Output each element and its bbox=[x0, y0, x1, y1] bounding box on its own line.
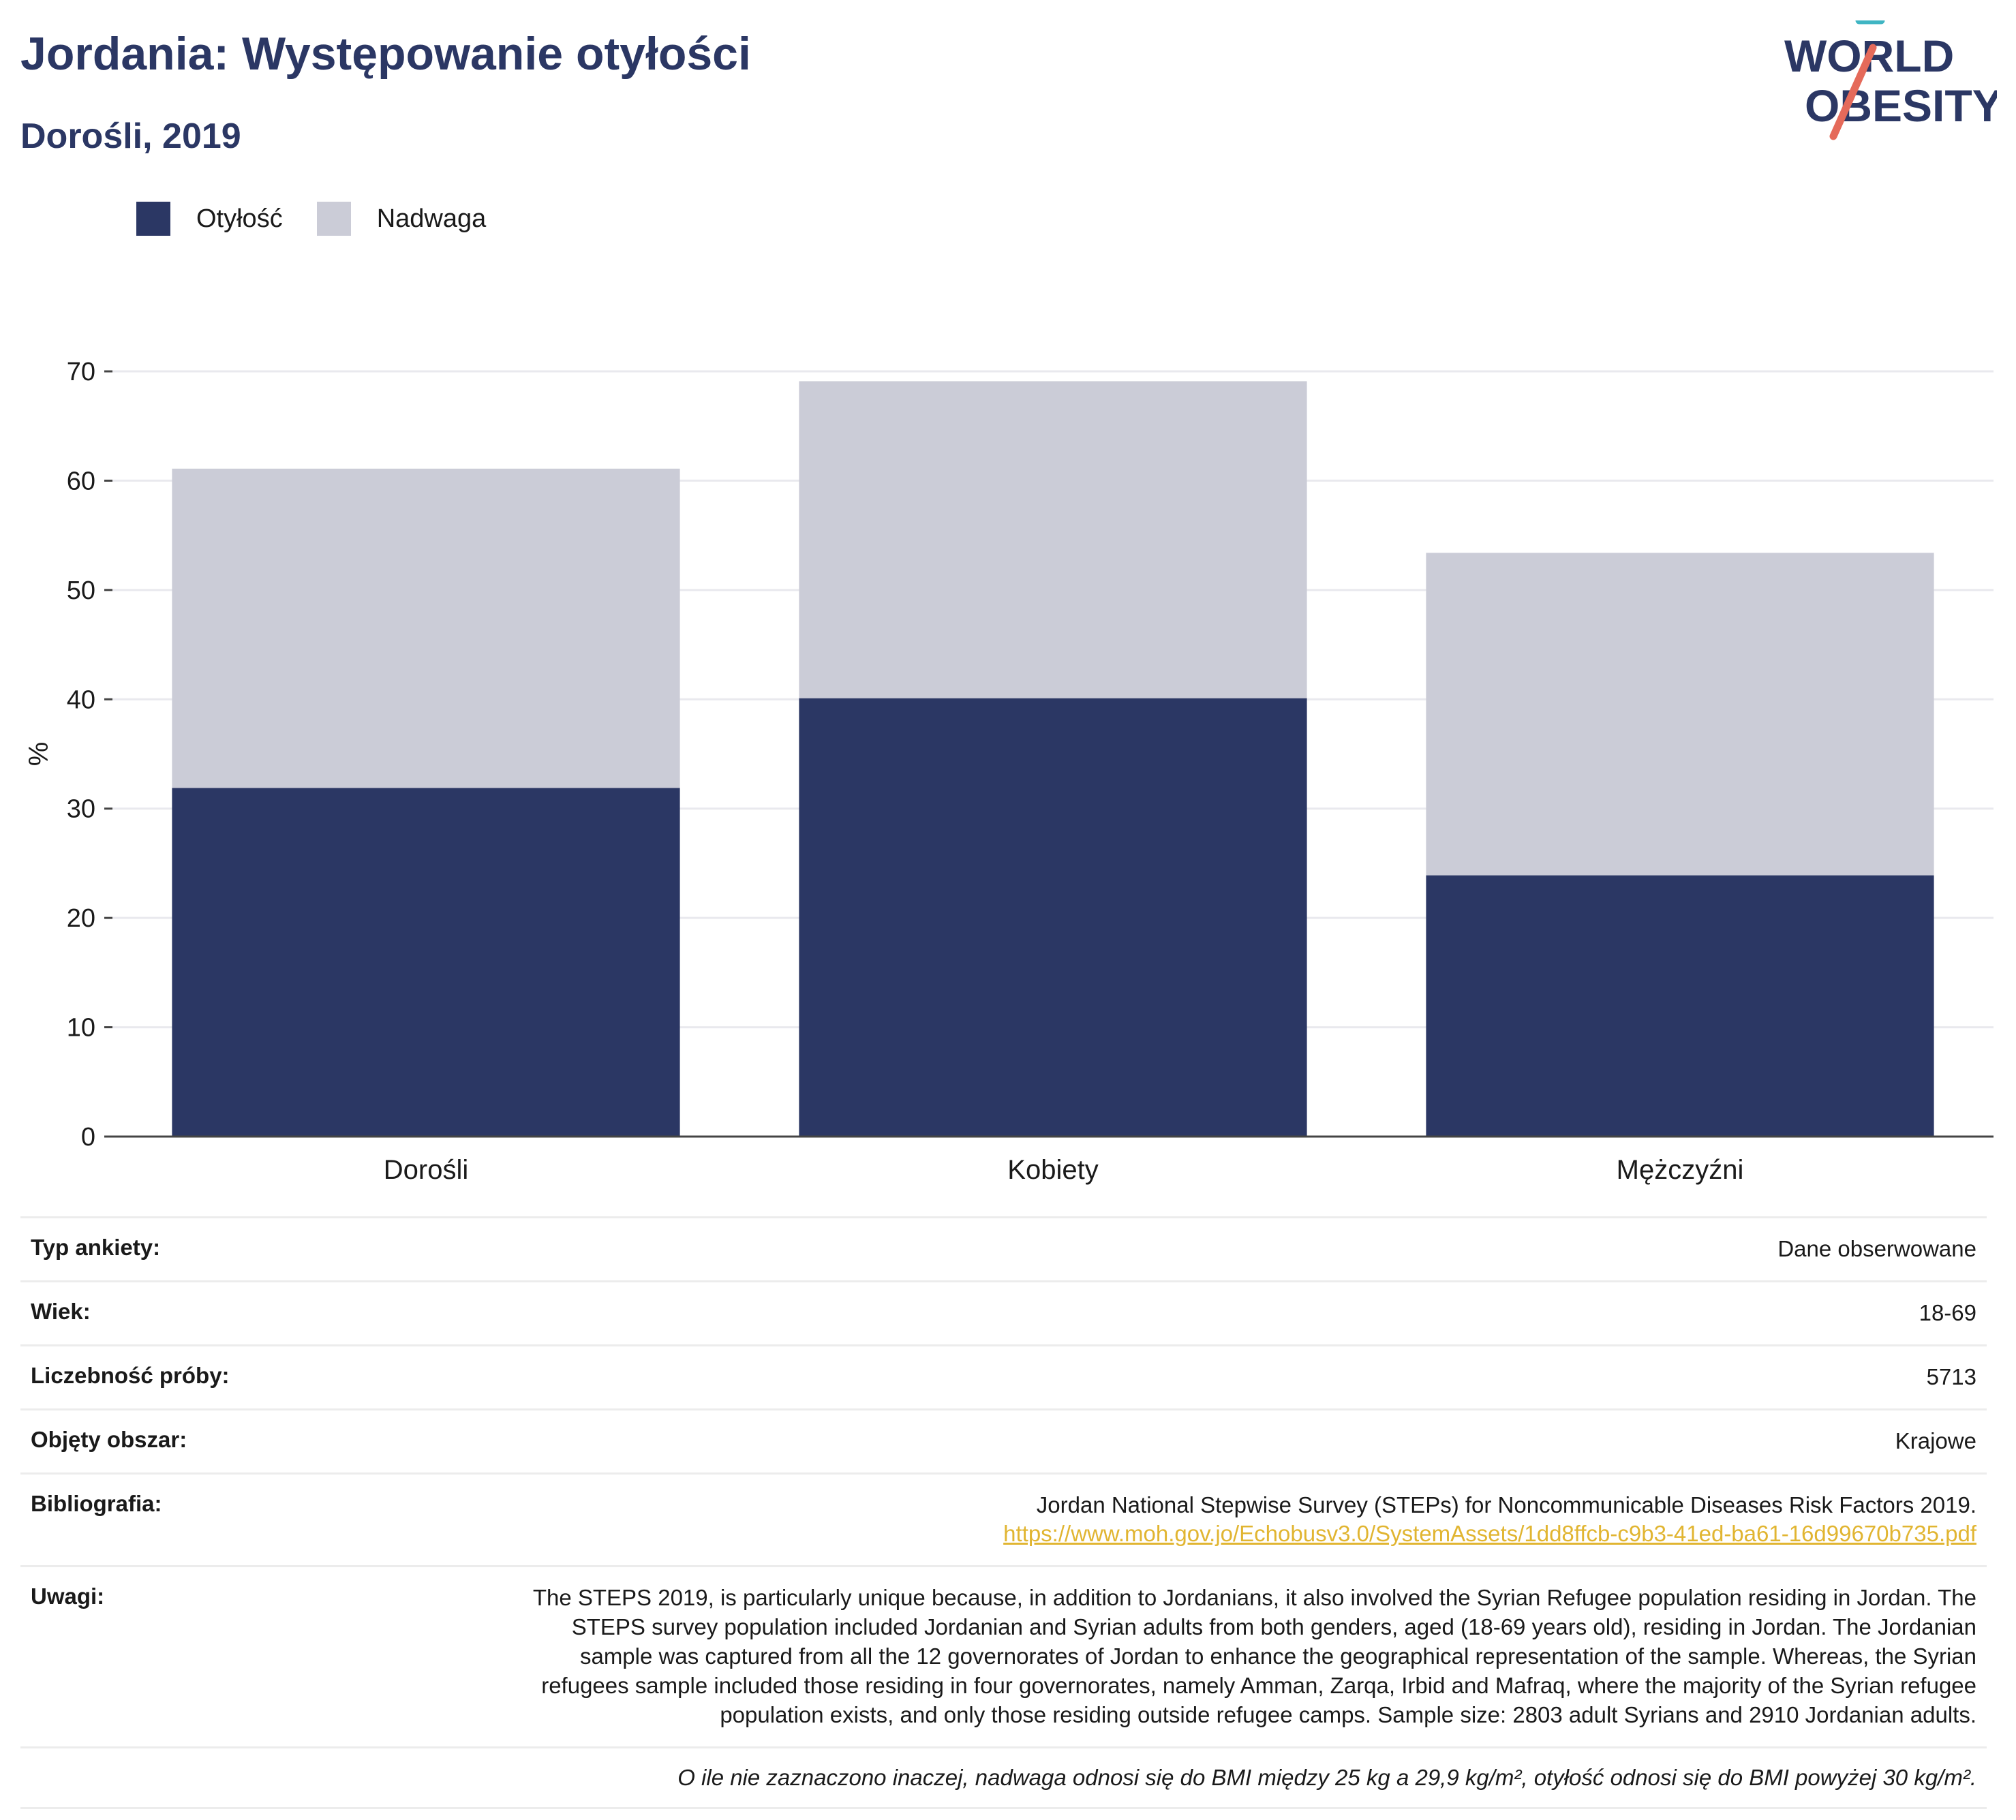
legend-swatch-overweight bbox=[316, 202, 351, 236]
x-tick-label-1: Kobiety bbox=[1007, 1155, 1098, 1185]
y-tick-label-50: 50 bbox=[67, 576, 95, 605]
page-subtitle: Dorośli, 2019 bbox=[20, 117, 241, 156]
survey-type-value: Dane obserwowane bbox=[1777, 1236, 1976, 1261]
sample-size-value: 5713 bbox=[1926, 1363, 1976, 1389]
info-row-survey-type: Typ ankiety: Dane obserwowane bbox=[20, 1216, 1987, 1280]
stacked-bar-chart: 0 10 20 30 40 50 60 70% Dorośli Kobiety Mężczyźni bbox=[24, 358, 1994, 1185]
y-tick-label-40: 40 bbox=[67, 685, 95, 714]
legend-label-overweight: Nadwaga bbox=[376, 204, 487, 233]
y-tick-label-0: 0 bbox=[81, 1123, 95, 1152]
info-row-notes: Uwagi: The STEPS 2019, is particularly u… bbox=[20, 1565, 1987, 1746]
chart-legend: Otyłość Nadwaga bbox=[136, 202, 520, 236]
bar-overweight-0 bbox=[172, 468, 680, 788]
y-tick-label-20: 20 bbox=[67, 904, 95, 933]
logo-word-2: OBESITY bbox=[1805, 80, 1997, 131]
bar-overweight-2 bbox=[1426, 553, 1934, 876]
bibliography-link[interactable]: https://www.moh.gov.jo/Echobusv3.0/Syste… bbox=[1003, 1521, 1976, 1547]
info-row-area: Objęty obszar: Krajowe bbox=[20, 1408, 1987, 1472]
bibliography-value: Jordan National Stepwise Survey (STEPs) … bbox=[1003, 1491, 1976, 1549]
info-row-sample-size: Liczebność próby: 5713 bbox=[20, 1344, 1987, 1408]
x-tick-label-2: Mężczyźni bbox=[1617, 1155, 1744, 1185]
y-tick-label-60: 60 bbox=[67, 467, 95, 495]
legend-item-obesity[interactable]: Otyłość bbox=[136, 202, 283, 236]
info-row-bibliography: Bibliografia: Jordan National Stepwise S… bbox=[20, 1472, 1987, 1566]
y-tick-label-10: 10 bbox=[67, 1014, 95, 1043]
y-tick-label-70: 70 bbox=[67, 358, 95, 386]
logo-coral-slash bbox=[1829, 44, 1877, 140]
legend-label-obesity: Otyłość bbox=[196, 204, 283, 233]
age-label: Wiek: bbox=[31, 1298, 91, 1324]
page-title: Jordania: Występowanie otyłości bbox=[20, 28, 751, 80]
age-value: 18-69 bbox=[1919, 1299, 1976, 1325]
bar-overweight-1 bbox=[799, 381, 1307, 698]
sample-size-label: Liczebność próby: bbox=[31, 1362, 230, 1388]
bar-obesity-0 bbox=[172, 788, 680, 1137]
y-axis-label: % bbox=[24, 742, 54, 767]
x-tick-label-0: Dorośli bbox=[384, 1155, 468, 1185]
info-row-age: Wiek: 18-69 bbox=[20, 1280, 1987, 1344]
area-value: Krajowe bbox=[1895, 1428, 1976, 1453]
bmi-footnote: O ile nie zaznaczono inaczej, nadwaga od… bbox=[20, 1746, 1987, 1809]
legend-item-overweight[interactable]: Nadwaga bbox=[316, 202, 487, 236]
info-table: Typ ankiety: Dane obserwowane Wiek: 18-6… bbox=[20, 1216, 1987, 1809]
y-tick-label-30: 30 bbox=[67, 795, 95, 824]
notes-value: The STEPS 2019, is particularly unique b… bbox=[532, 1585, 1976, 1727]
world-obesity-logo: WORLD OBESITY bbox=[1784, 20, 1997, 140]
survey-type-label: Typ ankiety: bbox=[31, 1235, 161, 1260]
legend-swatch-obesity bbox=[136, 202, 170, 236]
bar-obesity-1 bbox=[799, 698, 1307, 1137]
bibliography-text: Jordan National Stepwise Survey (STEPs) … bbox=[1036, 1492, 1976, 1517]
notes-label: Uwagi: bbox=[31, 1584, 105, 1609]
bar-obesity-2 bbox=[1426, 875, 1934, 1137]
bibliography-label: Bibliografia: bbox=[31, 1490, 162, 1516]
area-label: Objęty obszar: bbox=[31, 1426, 187, 1452]
